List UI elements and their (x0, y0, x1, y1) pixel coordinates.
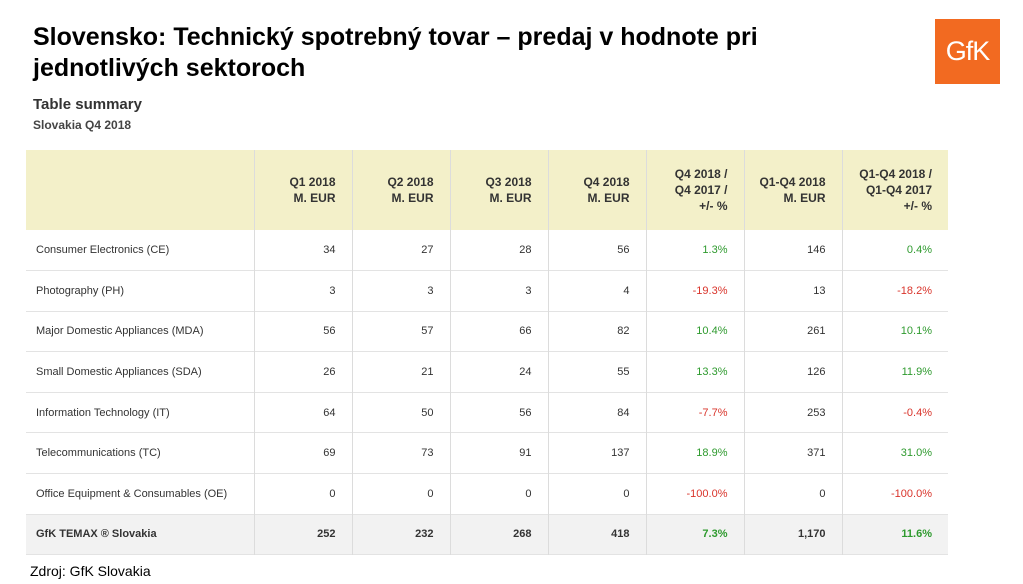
cell-q4chg: 10.4% (646, 311, 745, 352)
cell-q1: 252 (254, 514, 353, 555)
table-row: Information Technology (IT) 64 50 56 84 -7.7%… (26, 392, 948, 433)
logo-text: GfK (945, 36, 991, 66)
cell-q1: 56 (254, 311, 353, 352)
cell-q1: 0 (254, 473, 353, 515)
row-label: GfK TEMAX ® Slovakia (26, 514, 255, 555)
cell-fychg: 11.9% (901, 366, 932, 379)
column-header (26, 150, 255, 230)
column-header: Q2 2018 M. EUR (352, 150, 451, 230)
cell-q4: 82 (548, 311, 647, 352)
cell-fychg: -100.0% (891, 487, 932, 500)
cell-q3: 3 (450, 270, 549, 312)
cell-fychg: 31.0% (900, 447, 932, 460)
cell-q2: 57 (352, 311, 451, 352)
column-header: Q4 2018 M. EUR (548, 150, 647, 230)
row-label: Small Domestic Appliances (SDA) (26, 351, 255, 393)
column-header: Q4 2018 /Q4 2017 /+/- % (646, 150, 745, 230)
cell-q3: 56 (450, 392, 549, 433)
cell-q2: 232 (352, 514, 451, 555)
cell-q3: 66 (450, 311, 549, 352)
cell-q2: 3 (352, 270, 451, 312)
cell-q4chg: 18.9% (646, 432, 745, 474)
cell-q3: 91 (450, 432, 549, 474)
cell-fy: 13 (744, 270, 843, 312)
summary-table: Q1 2018 M. EUR Q2 2018 M. EUR Q3 2018 M. EUR Q… (26, 150, 948, 555)
summary-title: Table summary (33, 96, 142, 113)
table-row: Consumer Electronics (CE) 34 27 28 56 1.3% 146… (26, 230, 948, 271)
column-header: Q1-Q4 2018 M. EUR (744, 150, 843, 230)
cell-fychg: 0.4% (906, 244, 932, 257)
cell-q2: 73 (352, 432, 451, 474)
row-label: Telecommunications (TC) (26, 432, 255, 474)
cell-q1: 26 (254, 351, 353, 393)
cell-q4chg: 1.3% (646, 230, 745, 271)
cell-q3: 268 (450, 514, 549, 555)
cell-q1: 69 (254, 432, 353, 474)
cell-q1: 64 (254, 392, 353, 433)
cell-fy: 126 (744, 351, 843, 393)
table-row: Telecommunications (TC) 69 73 91 137 18.9% 371… (26, 432, 948, 474)
row-label: Office Equipment & Consumables (OE) (26, 473, 255, 515)
cell-fy: 146 (744, 230, 843, 271)
cell-fy: 261 (744, 311, 843, 352)
row-label: Photography (PH) (26, 270, 255, 312)
cell-q2: 50 (352, 392, 451, 433)
cell-q1: 3 (254, 270, 353, 312)
cell-q4: 55 (548, 351, 647, 393)
row-label: Consumer Electronics (CE) (26, 230, 255, 271)
summary-table-container: Q1 2018 M. EUR Q2 2018 M. EUR Q3 2018 M. EUR Q… (26, 150, 948, 555)
total-row: GfK TEMAX ® Slovakia 252 232 268 418 7.3% 1,17… (26, 514, 948, 555)
column-header: Q3 2018 M. EUR (450, 150, 549, 230)
table-header-row: Q1 2018 M. EUR Q2 2018 M. EUR Q3 2018 M. EUR Q… (26, 150, 948, 230)
summary-subtitle: Slovakia Q4 2018 (33, 118, 132, 132)
source-note: Zdroj: GfK Slovakia (30, 563, 151, 579)
page-title: Slovensko: Technický spotrebný tovar – p… (33, 23, 758, 82)
column-header: Q1 2018 M. EUR (254, 150, 353, 230)
cell-q2: 21 (352, 351, 451, 393)
table-row: Small Domestic Appliances (SDA) 26 21 24 55 1… (26, 351, 948, 393)
cell-fy: 253 (744, 392, 843, 433)
column-header: Q1-Q4 2018 /Q1-Q4 2017 +/- % (859, 167, 932, 213)
cell-q4chg: 7.3% (646, 514, 745, 555)
row-label: Information Technology (IT) (26, 392, 255, 433)
cell-q4: 0 (548, 473, 647, 515)
cell-fy: 0 (744, 473, 843, 515)
cell-q4: 84 (548, 392, 647, 433)
cell-q2: 0 (352, 473, 451, 515)
cell-q4chg: 13.3% (646, 351, 745, 393)
cell-fychg: -0.4% (903, 406, 932, 419)
cell-q3: 24 (450, 351, 549, 393)
cell-q4: 56 (548, 230, 647, 271)
cell-q4: 137 (548, 432, 647, 474)
cell-q2: 27 (352, 230, 451, 271)
table-row: Photography (PH) 3 3 3 4 -19.3% 13 -18.2% (26, 270, 948, 312)
row-label: Major Domestic Appliances (MDA) (26, 311, 255, 352)
cell-q4chg: -19.3% (646, 270, 745, 312)
cell-fychg: 10.1% (900, 325, 932, 338)
cell-q1: 34 (254, 230, 353, 271)
cell-fychg: 11.6% (901, 528, 932, 541)
cell-q4: 418 (548, 514, 647, 555)
cell-q4chg: -7.7% (646, 392, 745, 433)
cell-q4: 4 (548, 270, 647, 312)
table-row: Major Domestic Appliances (MDA) 56 57 66 82 1… (26, 311, 948, 352)
cell-fychg: -18.2% (897, 284, 932, 297)
cell-q4chg: -100.0% (646, 473, 745, 515)
gfk-logo: GfK (935, 19, 1000, 84)
table-body: Consumer Electronics (CE) 34 27 28 56 1.3% 146… (26, 230, 948, 555)
cell-q3: 0 (450, 473, 549, 515)
cell-fy: 371 (744, 432, 843, 474)
cell-fy: 1,170 (744, 514, 843, 555)
table-row: Office Equipment & Consumables (OE) 0 0 0 0-… (26, 473, 948, 515)
cell-q3: 28 (450, 230, 549, 271)
